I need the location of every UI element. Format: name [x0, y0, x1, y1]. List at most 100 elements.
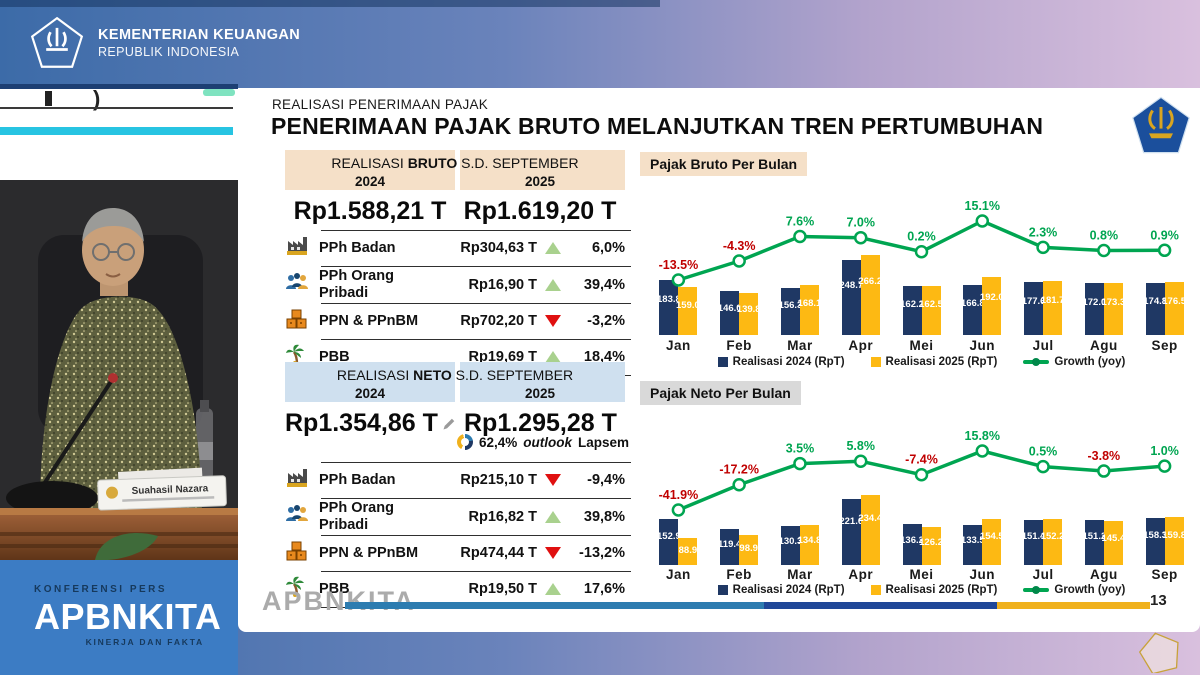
- growth-marker: [853, 230, 868, 245]
- month-label: Jun: [969, 338, 996, 353]
- neto-chart-legend: Realisasi 2024 (RpT) Realisasi 2025 (RpT)…: [648, 584, 1195, 596]
- bar-group: 166.8 192.0: [952, 185, 1013, 335]
- growth-label: -3.8%: [1088, 449, 1121, 463]
- trend-arrow-icon: [545, 583, 561, 596]
- growth-marker: [671, 273, 686, 287]
- trend-arrow-icon: [545, 474, 561, 486]
- bar-value-label: 183.8: [657, 294, 681, 306]
- bottom-band: [238, 632, 1200, 675]
- nameplate-text: Suahasil Nazara: [131, 483, 208, 497]
- bar-value-label: 181.7: [1040, 294, 1065, 306]
- month-label: Feb: [726, 567, 752, 582]
- neto-table: REALISASI NETO S.D. SEPTEMBER 2024 2025 R…: [285, 362, 631, 609]
- bar-value-label: 158.3: [1143, 529, 1168, 541]
- bar-group: 174.8 176.5: [1134, 185, 1195, 335]
- growth-label: 7.0%: [846, 216, 875, 230]
- bar-realisasi-2025-rpt-: 98.9: [739, 535, 759, 565]
- bar-value-label: 126.2: [919, 536, 943, 548]
- slide-edge-navy-strip: [0, 84, 238, 89]
- growth-label: -41.9%: [659, 488, 699, 502]
- bar-realisasi-2024-rpt-: 146.0: [718, 291, 742, 335]
- bruto-rows: PPh Badan Rp304,63 T 6,0% PPh Orang Prib…: [285, 230, 631, 377]
- bruto-total-2025: Rp1.619,20 T: [463, 197, 617, 225]
- legend-item: Growth (yoy): [1023, 584, 1125, 596]
- legend-item: Realisasi 2025 (RpT): [870, 584, 998, 596]
- legend-swatch-icon: [717, 585, 728, 595]
- republic-name: REPUBLIK INDONESIA: [98, 45, 240, 59]
- bruto-table: REALISASI BRUTO S.D. SEPTEMBER 2024 2025 …: [285, 150, 631, 377]
- growth-label: 3.5%: [786, 442, 815, 456]
- bar-value-label: 130.3: [778, 536, 803, 548]
- bar-realisasi-2024-rpt-: 174.8: [1143, 282, 1167, 335]
- bar-realisasi-2025-rpt-: 145.4: [1101, 521, 1126, 565]
- bar-realisasi-2024-rpt-: 151.2: [1082, 519, 1107, 565]
- bar-value-label: 119.4: [718, 538, 742, 550]
- legend-label: Realisasi 2024 (RpT): [732, 356, 845, 368]
- legend-line-icon: [1023, 586, 1050, 594]
- bar-realisasi-2025-rpt-: 154.5: [979, 518, 1004, 565]
- pencil-icon: [443, 419, 455, 430]
- bar-value-label: 159.8: [1162, 529, 1187, 541]
- bar-value-label: 134.8: [797, 535, 822, 547]
- press-banner: KONFERENSI PERS APBNKITA KINERJA DAN FAK…: [0, 560, 238, 675]
- bar-realisasi-2025-rpt-: 134.8: [797, 524, 822, 565]
- month-label: Mar: [787, 567, 813, 582]
- bar-realisasi-2024-rpt-: 158.3: [1143, 517, 1168, 565]
- bar-value-label: 176.5: [1162, 295, 1187, 307]
- growth-label: 0.2%: [907, 230, 936, 244]
- bar-value-label: 136.2: [900, 534, 924, 546]
- bar-group: 172.0 173.3: [1073, 185, 1134, 335]
- bruto-col-2024: 2024: [354, 174, 386, 189]
- bar-realisasi-2025-rpt-: 266.2: [858, 255, 882, 335]
- bar-value-label: 156.3: [778, 300, 803, 312]
- bar-value-label: 145.4: [1101, 532, 1126, 544]
- bar-realisasi-2024-rpt-: 183.8: [657, 279, 681, 335]
- bar-realisasi-2025-rpt-: 162.5: [919, 286, 943, 335]
- growth-marker: [975, 214, 990, 228]
- bar-value-label: 98.9: [739, 543, 758, 555]
- trend-arrow-icon: [545, 242, 561, 254]
- month-label: Jul: [1032, 338, 1054, 353]
- bar-realisasi-2024-rpt-: 162.2: [900, 286, 924, 335]
- outlook-note: 62,4% outlook Lapsem: [455, 434, 631, 450]
- watermark: APBNKITA: [262, 586, 416, 616]
- bar-value-label: 168.1: [797, 297, 822, 309]
- month-label: Jan: [666, 338, 691, 353]
- pentagon-watermark-icon: [1138, 632, 1179, 673]
- ministry-name: KEMENTERIAN KEUANGAN: [98, 27, 301, 43]
- boxes-icon: [285, 308, 319, 335]
- table-row: PPh Badan Rp215,10 T -9,4%: [285, 462, 631, 498]
- bruto-chart-legend: Realisasi 2024 (RpT) Realisasi 2025 (RpT)…: [648, 356, 1195, 368]
- legend-label: Growth (yoy): [1054, 584, 1126, 596]
- legend-label: Realisasi 2025 (RpT): [885, 584, 998, 596]
- legend-label: Realisasi 2024 (RpT): [732, 584, 845, 596]
- growth-label: -13.5%: [659, 258, 699, 272]
- legend-label: Realisasi 2025 (RpT): [885, 356, 998, 368]
- bar-realisasi-2025-rpt-: 88.9: [678, 538, 698, 565]
- growth-line: -13.5% -4.3% 7.6% 7.0% 0.2% 15.1% 2.3% 0.8% 0.9%: [659, 199, 1179, 287]
- bar-value-label: 154.5: [979, 530, 1004, 542]
- neto-table-header: REALISASI NETO S.D. SEPTEMBER 2024 2025: [285, 362, 625, 402]
- growth-marker: [793, 456, 807, 471]
- bar-realisasi-2024-rpt-: 130.3: [778, 525, 803, 565]
- bar-value-label: 162.5: [919, 298, 943, 310]
- month-label: Agu: [1089, 567, 1118, 582]
- people-icon: [285, 271, 319, 298]
- bar-value-label: 173.3: [1101, 296, 1126, 308]
- bar-value-label: 192.0: [979, 292, 1004, 304]
- bruto-total-2024: Rp1.588,21 T: [293, 197, 447, 225]
- growth-marker: [793, 229, 807, 244]
- month-label: Mei: [909, 567, 934, 582]
- bar-realisasi-2024-rpt-: 166.8: [961, 285, 985, 335]
- bar-value-label: 151.2: [1082, 531, 1107, 543]
- trend-arrow-icon: [545, 278, 561, 291]
- month-label: Sep: [1151, 567, 1178, 582]
- page-number: 13: [1150, 592, 1167, 609]
- legend-item: Realisasi 2024 (RpT): [717, 584, 845, 596]
- progress-segment: [345, 602, 764, 609]
- growth-label: -17.2%: [719, 463, 759, 477]
- bar-realisasi-2025-rpt-: 176.5: [1162, 282, 1187, 335]
- nameplate: Suahasil Nazara: [97, 475, 227, 511]
- bar-realisasi-2024-rpt-: 221.6: [839, 498, 863, 565]
- bar-realisasi-2025-rpt-: 159.8: [1162, 517, 1187, 565]
